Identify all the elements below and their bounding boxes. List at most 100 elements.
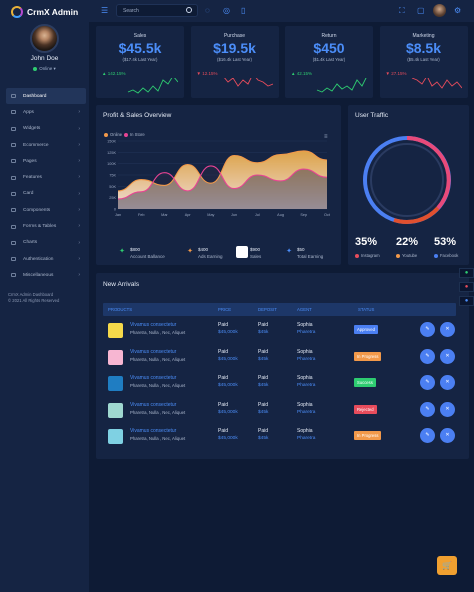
sidebar-item-features[interactable]: Features › (6, 169, 86, 185)
deposit-label: Paid (258, 322, 269, 328)
chat-icon[interactable]: ◌ (205, 6, 210, 15)
menu-icon[interactable]: ≡ (324, 134, 328, 140)
brand-logo[interactable]: CrmX Admin (11, 6, 78, 18)
side-tab-3[interactable]: ● (459, 296, 474, 306)
search-input[interactable]: Search (116, 4, 198, 17)
wallet-icon: ✦ (119, 248, 125, 255)
edit-button[interactable]: ✎ (420, 401, 435, 417)
table-row[interactable]: Vivamus consectetur Pharetra, Nulla , Nec… (103, 318, 456, 344)
edit-button[interactable]: ✎ (420, 322, 435, 337)
chevron-right-icon: › (78, 141, 80, 148)
legend-item[interactable]: In Store (124, 132, 145, 137)
table-row[interactable]: Vivamus consectetur Pharetra, Nulla , Nec… (103, 424, 456, 450)
sparkline-path (127, 78, 178, 94)
sidebar-item-card[interactable]: Card › (6, 186, 86, 202)
sidebar-item-pages[interactable]: Pages › (6, 153, 86, 169)
product-name[interactable]: Vivamus consectetur (130, 401, 177, 408)
sidebar-item-label: Widgets (23, 126, 41, 132)
summary-item: $900 Sales (250, 246, 261, 260)
sidebar-item-label: Forms & Tables (23, 224, 57, 230)
sidebar-item-forms-tables[interactable]: Forms & Tables › (6, 218, 86, 234)
at-icon[interactable]: ◎ (223, 6, 230, 15)
search-icon[interactable] (186, 7, 192, 13)
sidebar-item-widgets[interactable]: Widgets › (6, 121, 86, 137)
fullscreen-icon[interactable]: ⛶ (399, 6, 405, 15)
sidebar-item-authentication[interactable]: Authentication › (6, 251, 86, 267)
stat-card-return[interactable]: Return $450 ($1.4k Last Year) ▲ 42.15% (285, 26, 373, 98)
summary-item: $400 Ads Earning (198, 246, 223, 260)
stat-subtext: ($5.4k Last Year) (407, 57, 440, 62)
sparkline-path (316, 78, 367, 93)
edit-button[interactable]: ✎ (420, 375, 435, 390)
stat-card-sales[interactable]: Sales $45.5k ($17.4k Last Year) ▲ 142.15% (96, 26, 184, 98)
price-value: $45,000k (218, 436, 238, 441)
chevron-right-icon: › (78, 109, 80, 116)
stat-change: ▼ 12.15% (197, 71, 218, 76)
product-thumbnail (108, 323, 123, 338)
table-row[interactable]: Vivamus consectetur Pharetra, Nulla , Nec… (103, 371, 456, 397)
product-name[interactable]: Vivamus consectetur (130, 322, 177, 328)
stat-card-marketing[interactable]: Marketing $8.5k ($5.4k Last Year) ▼ 27.15% (379, 26, 468, 98)
delete-button[interactable]: ✕ (440, 348, 455, 364)
stat-value: $19.5k (213, 40, 256, 56)
donut-youtube (393, 206, 440, 224)
notification-icon[interactable]: ▢ (417, 6, 425, 15)
delete-button[interactable]: ✕ (440, 375, 455, 390)
side-tab-2[interactable]: ● (459, 282, 474, 292)
price-label: Paid (218, 348, 229, 355)
arrow-down-icon: ▼ (385, 71, 392, 76)
product-name[interactable]: Vivamus consectetur (130, 348, 177, 355)
donut-instagram (406, 136, 451, 210)
status-badge: In Progress (354, 431, 382, 440)
arrow-up-icon: ▲ (291, 71, 297, 76)
product-name[interactable]: Vivamus consectetur (130, 375, 177, 381)
edit-button[interactable]: ✎ (420, 348, 435, 364)
summary-label: Sales (250, 254, 262, 260)
avatar[interactable] (30, 24, 59, 53)
product-desc: Pharetra, Nulla , Nec, Aliquet (130, 330, 186, 335)
price-label: Paid (218, 401, 229, 408)
edit-button[interactable]: ✎ (420, 428, 435, 443)
table-row[interactable]: Vivamus consectetur Pharetra, Nulla , Nec… (103, 345, 456, 371)
table-header: PRODUCTS PRICE DEPOSIT AGENT STATUS (103, 303, 456, 316)
summary-value: $50 (297, 247, 305, 252)
sidebar-item-miscellaneous[interactable]: Miscellaneous › (6, 267, 86, 283)
features-icon (11, 175, 16, 180)
price-value: $45,000k (218, 356, 238, 362)
sidebar-item-charts[interactable]: Charts › (6, 235, 86, 251)
agent-sub: Pharetra (297, 436, 316, 441)
side-tab-1[interactable]: ● (459, 268, 474, 278)
clipboard-icon[interactable]: ▯ (241, 6, 246, 15)
menu-toggle-icon[interactable]: ☰ (101, 6, 109, 15)
delete-button[interactable]: ✕ (440, 322, 455, 337)
settings-gear-icon[interactable]: ⚙ (454, 6, 462, 15)
donut-inner-ring (370, 143, 444, 217)
product-desc: Pharetra, Nulla , Nec, Aliquet (130, 436, 186, 441)
pages-icon (11, 159, 16, 164)
chevron-right-icon: › (78, 174, 80, 181)
deposit-label: Paid (258, 401, 269, 408)
sidebar-item-dashboard[interactable]: Dashboard (6, 88, 86, 105)
sidebar-item-components[interactable]: Components › (6, 202, 86, 218)
sidebar-item-ecommerce[interactable]: Ecommerce › (6, 137, 86, 153)
sidebar-item-label: Features (23, 175, 42, 181)
product-name[interactable]: Vivamus consectetur (130, 428, 177, 434)
stat-card-purchase[interactable]: Purchase $19.5k ($16.4k Last Year) ▼ 12.15% (190, 26, 279, 98)
online-dot-icon (33, 66, 38, 71)
user-status[interactable]: Online ▾ (0, 66, 89, 72)
table-row[interactable]: Vivamus consectetur Pharetra, Nulla , Nec… (103, 398, 456, 424)
top-avatar[interactable] (433, 4, 446, 17)
agent-sub: Pharetra (297, 330, 316, 335)
chevron-right-icon: › (78, 207, 80, 214)
sidebar-item-apps[interactable]: Apps › (6, 104, 86, 120)
sidebar-item-label: Dashboard (23, 93, 47, 99)
search-placeholder: Search (123, 8, 139, 14)
delete-button[interactable]: ✕ (440, 401, 455, 417)
x-tick-label: Jan (115, 213, 121, 217)
cart-fab-button[interactable]: 🛒 (437, 556, 457, 575)
legend-item[interactable]: Online (104, 132, 122, 137)
delete-button[interactable]: ✕ (440, 428, 455, 443)
x-tick-label: Jun (231, 213, 237, 217)
new-arrivals-card: New Arrivals PRODUCTS PRICE DEPOSIT AGEN… (96, 273, 469, 459)
y-tick-label: 50K (109, 185, 116, 189)
